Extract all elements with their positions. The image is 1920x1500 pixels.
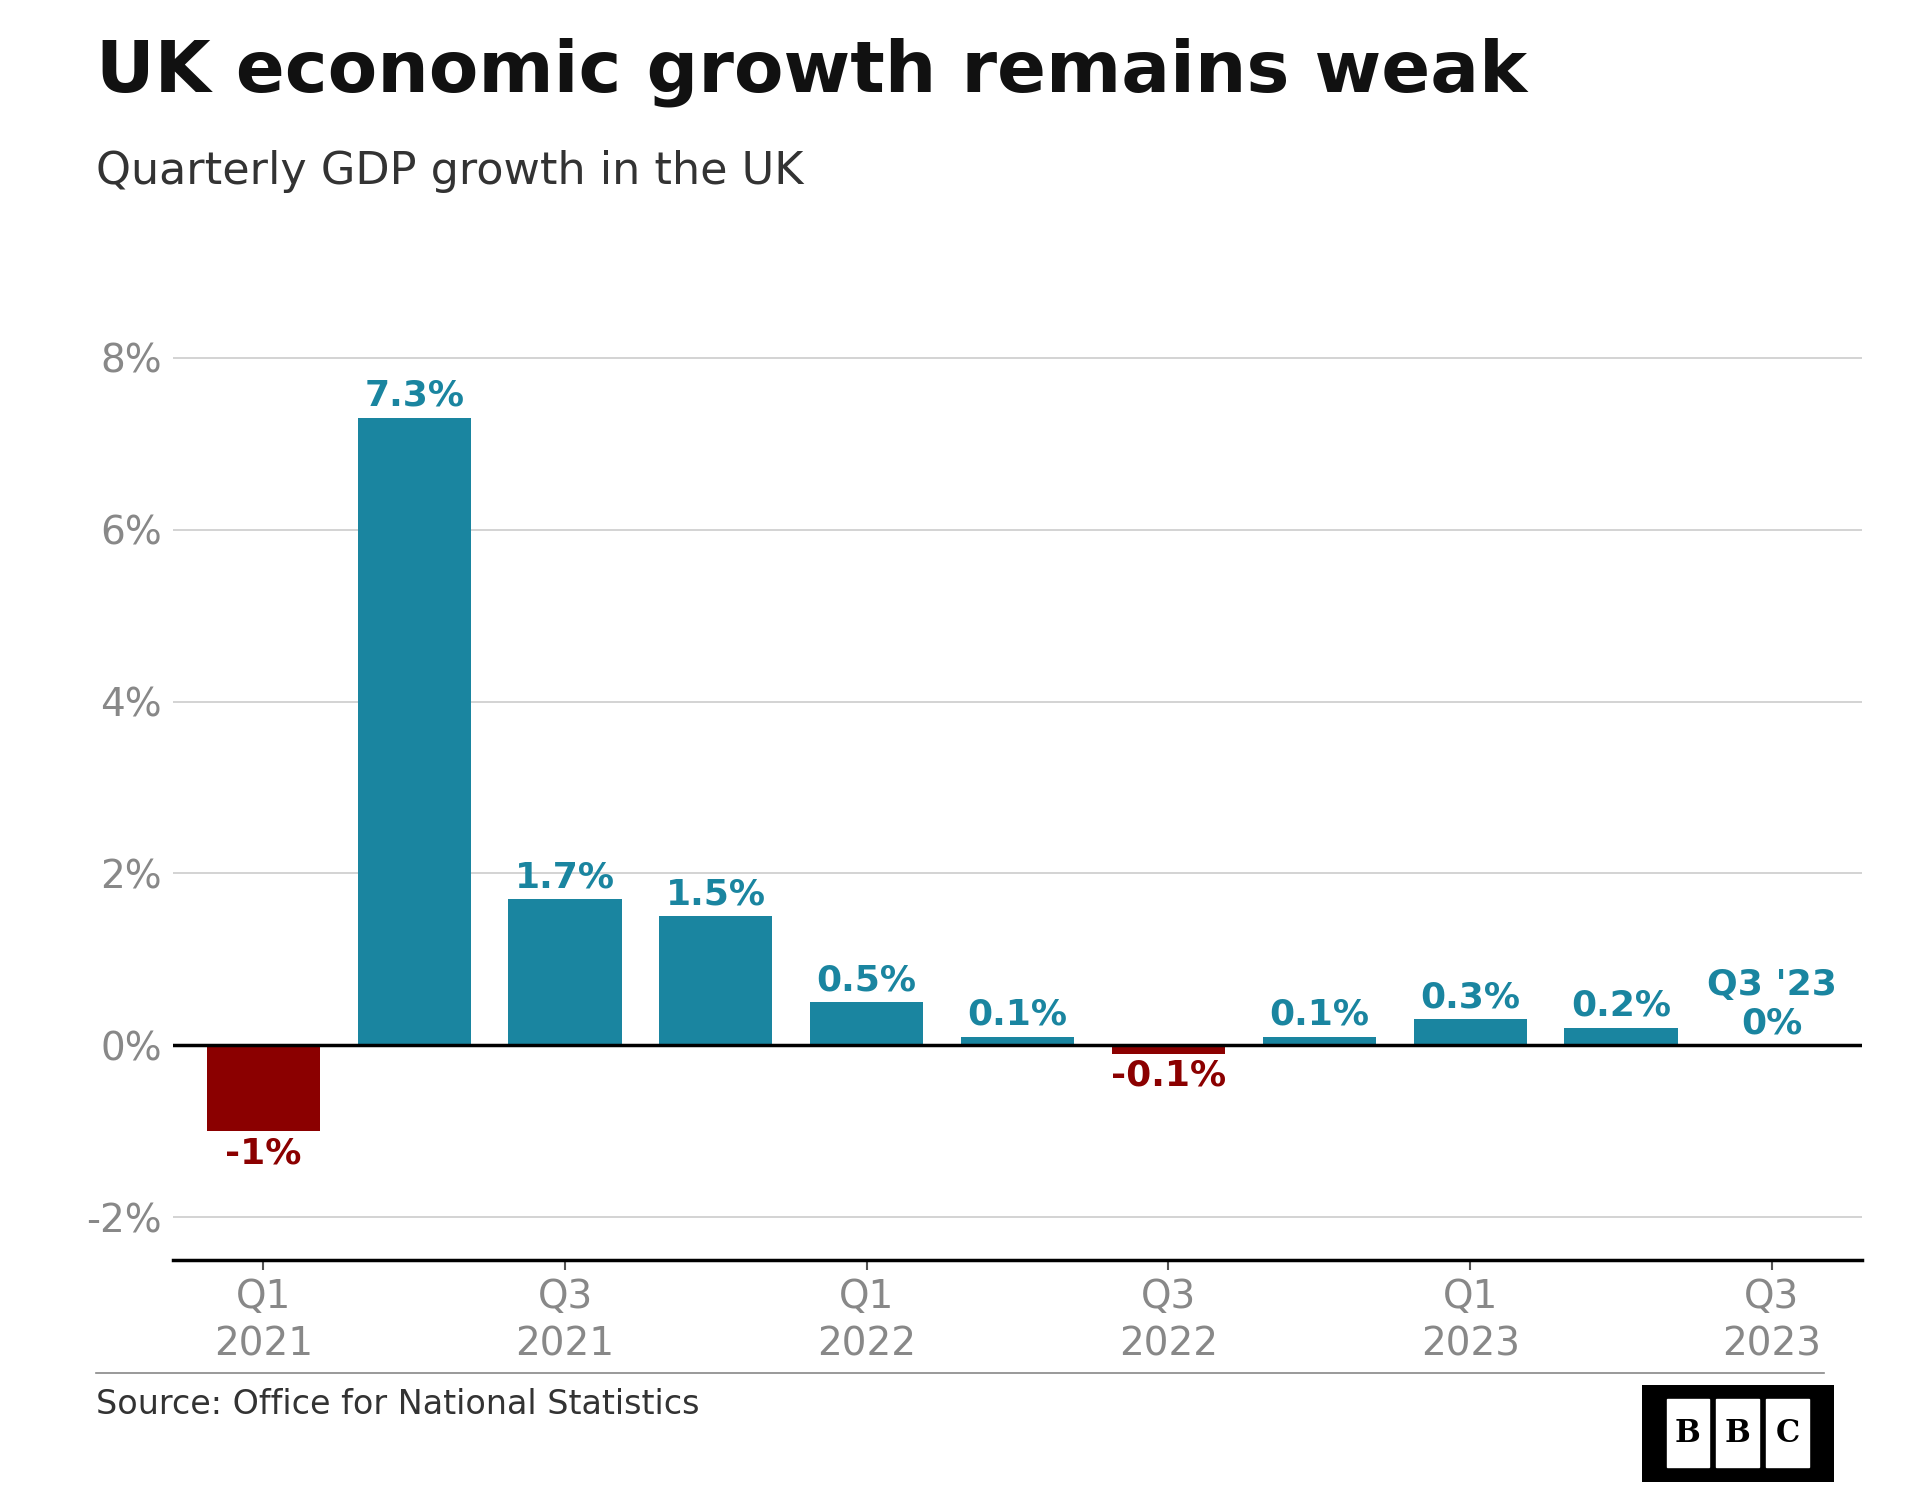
Text: -0.1%: -0.1% [1112, 1059, 1227, 1094]
Text: B: B [1674, 1418, 1701, 1449]
Text: 0.5%: 0.5% [816, 963, 916, 998]
Text: 0.1%: 0.1% [968, 998, 1068, 1032]
Bar [207, 1046, 321, 1131]
Bar [1112, 1046, 1225, 1054]
Text: Q3 '23
0%: Q3 '23 0% [1707, 968, 1837, 1040]
Bar [1263, 1036, 1377, 1046]
Text: 1.5%: 1.5% [666, 878, 766, 910]
Text: C: C [1776, 1418, 1799, 1449]
Text: UK economic growth remains weak: UK economic growth remains weak [96, 38, 1526, 106]
Bar [1413, 1020, 1526, 1046]
Text: Source: Office for National Statistics: Source: Office for National Statistics [96, 1388, 699, 1420]
FancyBboxPatch shape [1766, 1400, 1809, 1467]
Bar [357, 419, 470, 1046]
Text: 1.7%: 1.7% [515, 859, 614, 894]
Text: 0.3%: 0.3% [1421, 981, 1521, 1014]
FancyBboxPatch shape [1667, 1400, 1709, 1467]
Text: 0.1%: 0.1% [1269, 998, 1369, 1032]
Text: 0.2%: 0.2% [1571, 988, 1670, 1023]
Text: B: B [1724, 1418, 1751, 1449]
Text: Quarterly GDP growth in the UK: Quarterly GDP growth in the UK [96, 150, 803, 194]
Text: 7.3%: 7.3% [365, 380, 465, 412]
Bar [509, 898, 622, 1046]
Bar [810, 1002, 924, 1046]
Text: -1%: -1% [225, 1137, 301, 1170]
FancyBboxPatch shape [1716, 1400, 1759, 1467]
Bar [962, 1036, 1073, 1046]
Bar [659, 916, 772, 1046]
Bar [1565, 1028, 1678, 1045]
